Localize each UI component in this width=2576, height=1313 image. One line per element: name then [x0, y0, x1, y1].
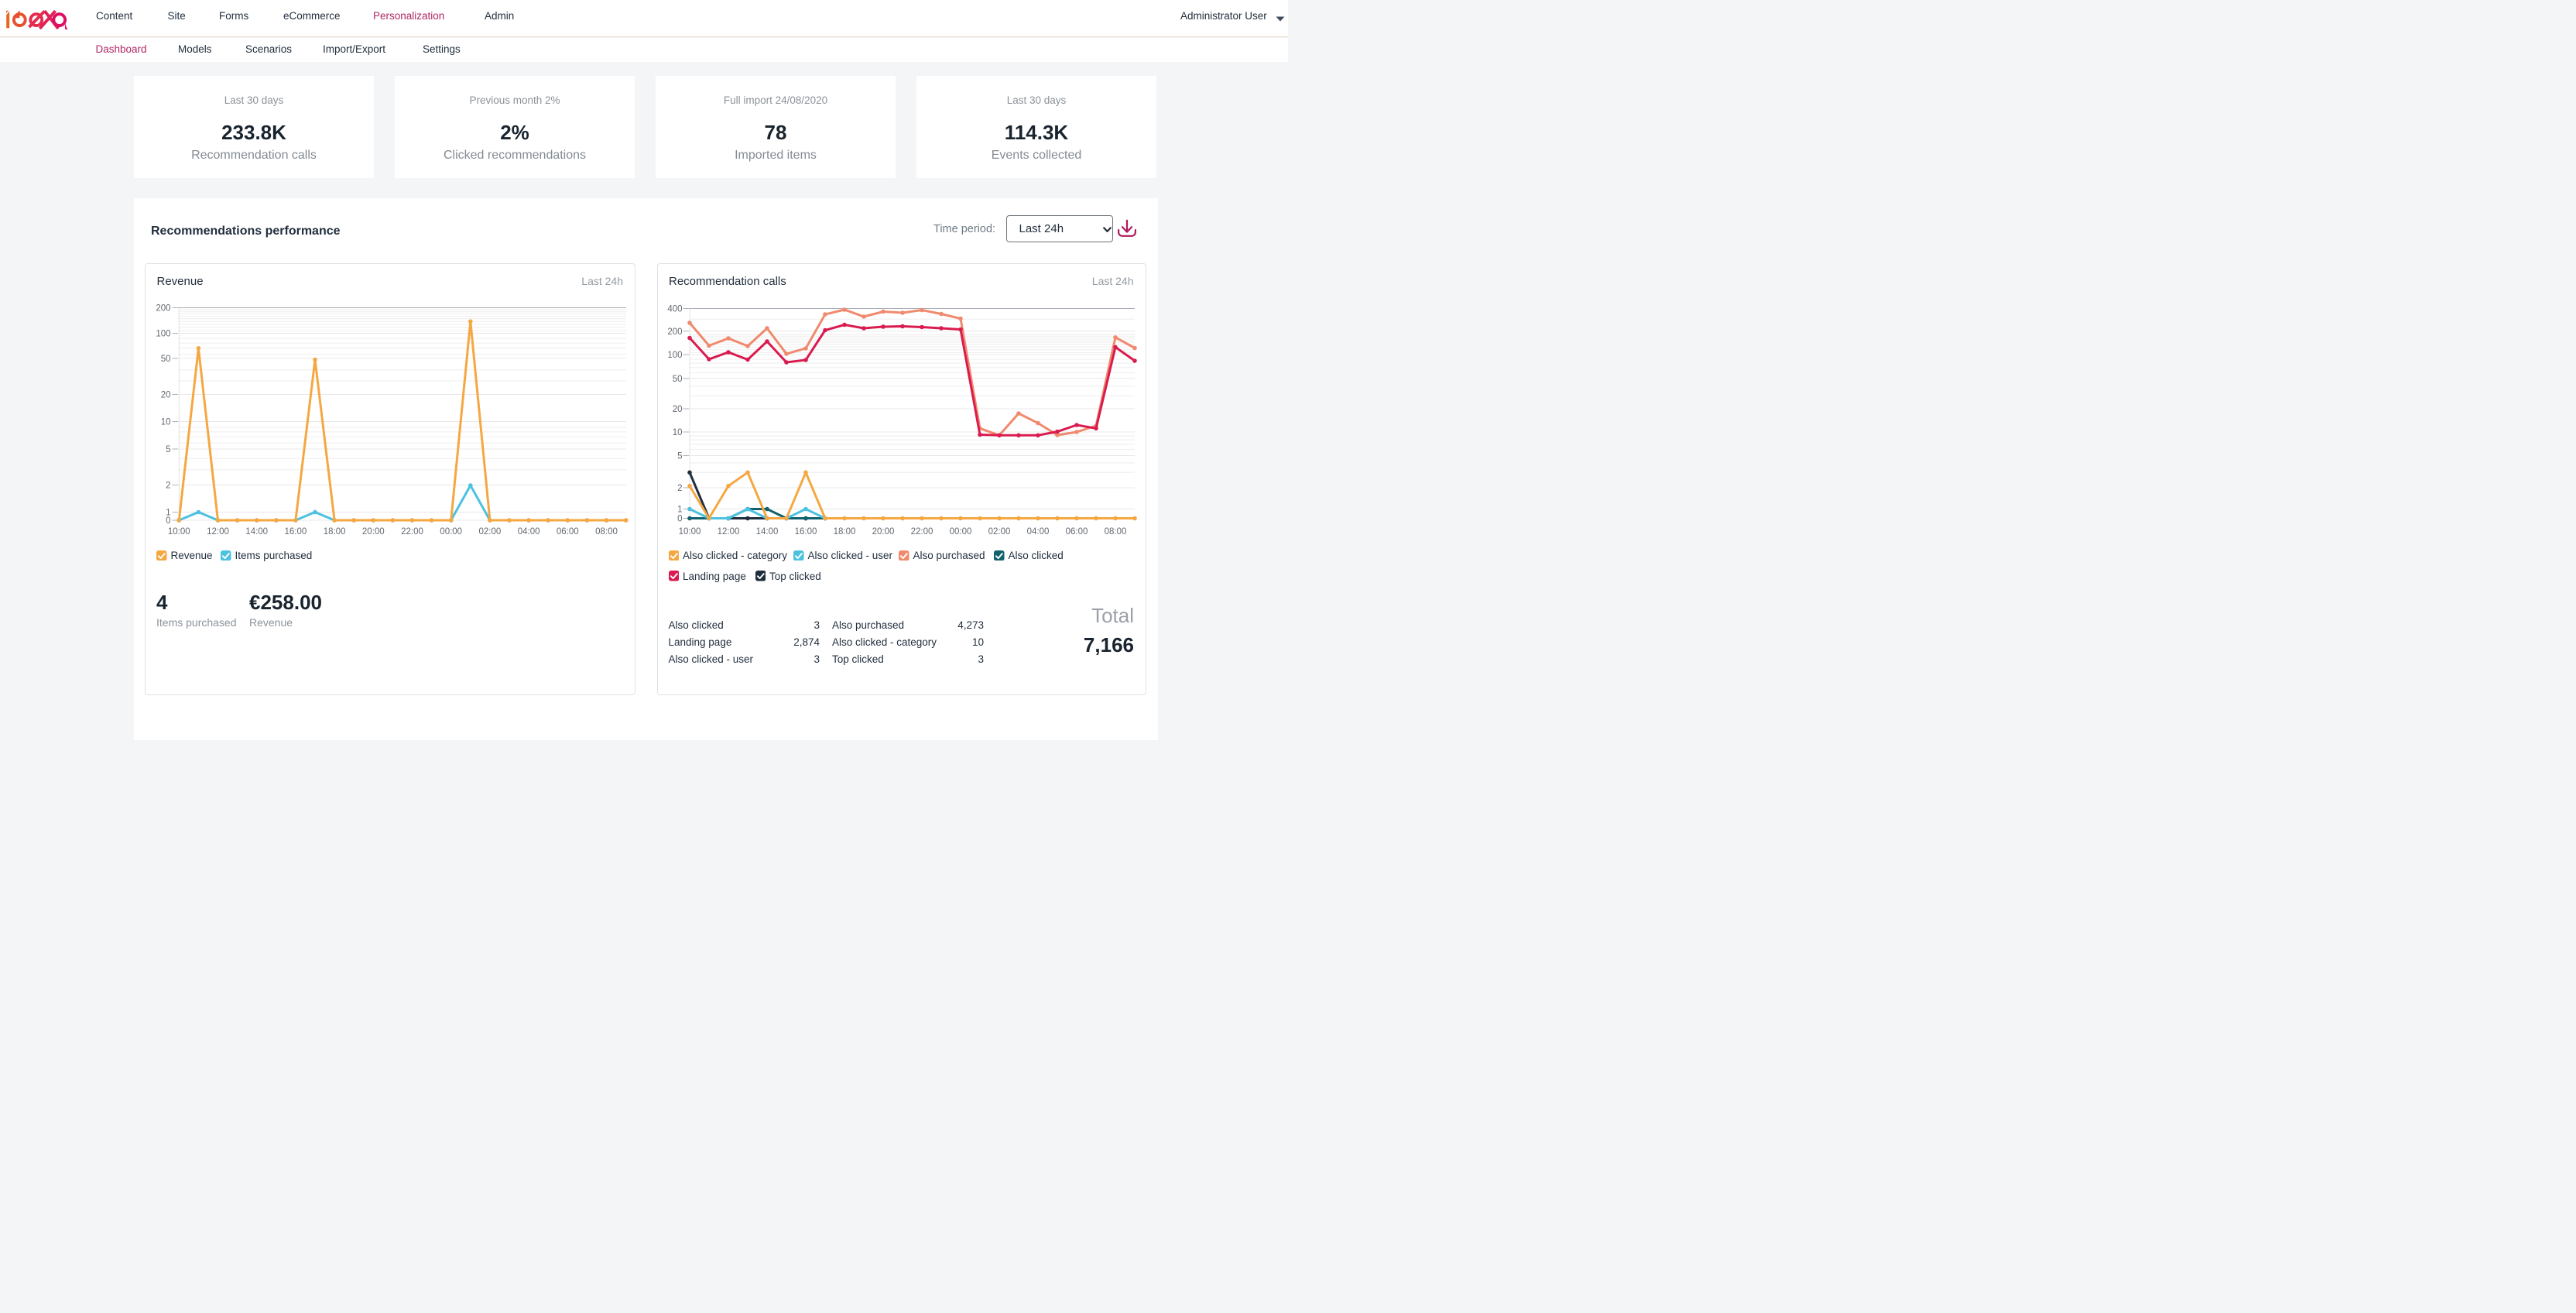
svg-text:10:00: 10:00 — [168, 527, 190, 537]
svg-text:18:00: 18:00 — [324, 527, 346, 537]
svg-text:5: 5 — [677, 451, 682, 461]
svg-text:22:00: 22:00 — [910, 527, 933, 537]
svg-text:50: 50 — [161, 355, 171, 364]
svg-text:04:00: 04:00 — [1026, 527, 1049, 537]
svg-text:14:00: 14:00 — [755, 527, 778, 537]
svg-text:100: 100 — [667, 351, 682, 360]
svg-text:06:00: 06:00 — [557, 527, 579, 537]
svg-text:16:00: 16:00 — [285, 527, 307, 537]
svg-text:00:00: 00:00 — [440, 527, 462, 537]
svg-text:22:00: 22:00 — [401, 527, 423, 537]
svg-text:200: 200 — [156, 303, 170, 313]
svg-text:10: 10 — [161, 417, 171, 427]
svg-text:10:00: 10:00 — [678, 527, 701, 537]
svg-text:50: 50 — [672, 374, 682, 383]
svg-text:06:00: 06:00 — [1065, 527, 1088, 537]
svg-text:12:00: 12:00 — [207, 527, 229, 537]
svg-text:20:00: 20:00 — [362, 527, 385, 537]
svg-text:00:00: 00:00 — [949, 527, 971, 537]
svg-text:2: 2 — [677, 484, 682, 493]
svg-text:08:00: 08:00 — [595, 527, 618, 537]
svg-text:14:00: 14:00 — [245, 527, 268, 537]
svg-text:16:00: 16:00 — [794, 527, 817, 537]
svg-text:10: 10 — [672, 428, 682, 437]
svg-text:08:00: 08:00 — [1104, 527, 1126, 537]
svg-text:02:00: 02:00 — [988, 527, 1010, 537]
svg-text:02:00: 02:00 — [479, 527, 502, 537]
svg-text:20:00: 20:00 — [872, 527, 894, 537]
svg-text:100: 100 — [156, 329, 170, 338]
svg-text:04:00: 04:00 — [518, 527, 540, 537]
svg-text:20: 20 — [672, 405, 682, 414]
svg-text:1: 1 — [677, 505, 682, 514]
svg-text:200: 200 — [667, 327, 682, 336]
svg-text:18:00: 18:00 — [833, 527, 855, 537]
svg-text:1: 1 — [166, 508, 170, 517]
svg-text:2: 2 — [166, 481, 170, 490]
svg-text:0: 0 — [677, 514, 682, 523]
svg-text:12:00: 12:00 — [717, 527, 739, 537]
svg-text:5: 5 — [166, 445, 170, 454]
svg-text:20: 20 — [161, 390, 171, 399]
svg-text:400: 400 — [667, 304, 682, 314]
svg-text:0: 0 — [166, 516, 170, 526]
